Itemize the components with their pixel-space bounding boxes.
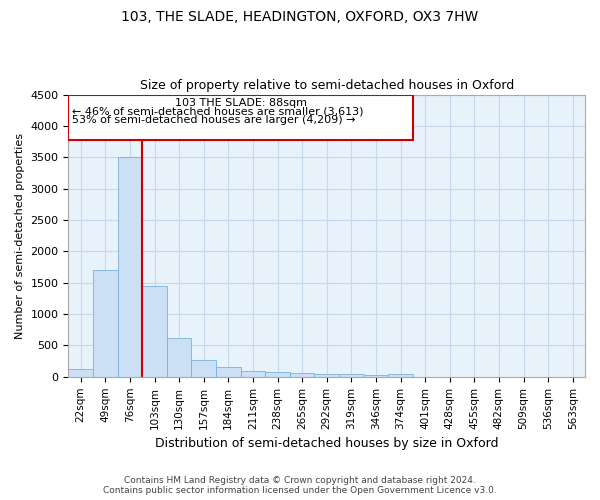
Text: ← 46% of semi-detached houses are smaller (3,613): ← 46% of semi-detached houses are smalle… [72,106,364,116]
Title: Size of property relative to semi-detached houses in Oxford: Size of property relative to semi-detach… [140,79,514,92]
Text: 103, THE SLADE, HEADINGTON, OXFORD, OX3 7HW: 103, THE SLADE, HEADINGTON, OXFORD, OX3 … [121,10,479,24]
Text: Contains HM Land Registry data © Crown copyright and database right 2024.
Contai: Contains HM Land Registry data © Crown c… [103,476,497,495]
Bar [68,368,93,377]
Bar [290,374,314,377]
Y-axis label: Number of semi-detached properties: Number of semi-detached properties [15,132,25,338]
Bar [364,375,388,377]
Bar [339,374,364,377]
Bar [93,270,118,377]
Bar [388,374,413,377]
Bar [142,286,167,377]
FancyBboxPatch shape [68,94,413,140]
Bar [167,338,191,377]
X-axis label: Distribution of semi-detached houses by size in Oxford: Distribution of semi-detached houses by … [155,437,499,450]
Bar [216,367,241,377]
Bar [118,158,142,377]
Text: 53% of semi-detached houses are larger (4,209) →: 53% of semi-detached houses are larger (… [72,116,356,126]
Bar [241,370,265,377]
Bar [314,374,339,377]
Text: 103 THE SLADE: 88sqm: 103 THE SLADE: 88sqm [175,98,307,108]
Bar [265,372,290,377]
Bar [191,360,216,377]
